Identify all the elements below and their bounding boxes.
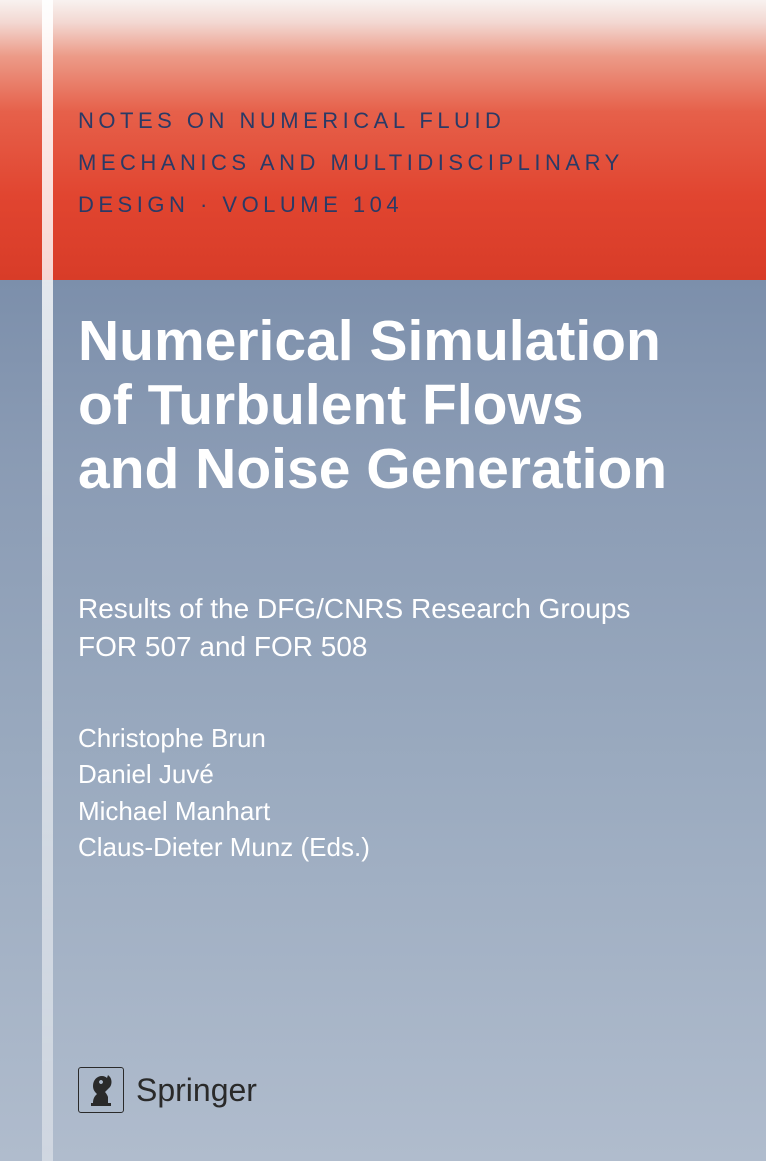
editor-4: Claus-Dieter Munz (Eds.) (78, 829, 370, 865)
series-label: NOTES ON NUMERICAL FLUID MECHANICS AND M… (78, 100, 716, 225)
vertical-stripe (42, 0, 53, 1161)
knight-svg (81, 1070, 121, 1110)
publisher-block: Springer (78, 1067, 257, 1113)
series-line-1: NOTES ON NUMERICAL FLUID (78, 100, 716, 142)
editors-list: Christophe Brun Daniel Juvé Michael Manh… (78, 720, 370, 866)
title-line-2: of Turbulent Flows (78, 374, 716, 438)
editor-2: Daniel Juvé (78, 756, 370, 792)
title-line-1: Numerical Simulation (78, 310, 716, 374)
chess-knight-icon (78, 1067, 124, 1113)
book-cover: NOTES ON NUMERICAL FLUID MECHANICS AND M… (0, 0, 766, 1161)
subtitle-line-1: Results of the DFG/CNRS Research Groups (78, 590, 706, 628)
book-title: Numerical Simulation of Turbulent Flows … (78, 310, 716, 501)
editor-3: Michael Manhart (78, 793, 370, 829)
title-line-3: and Noise Generation (78, 438, 716, 502)
book-subtitle: Results of the DFG/CNRS Research Groups … (78, 590, 706, 666)
series-line-3: DESIGN · VOLUME 104 (78, 184, 716, 226)
publisher-name: Springer (136, 1072, 257, 1109)
subtitle-line-2: FOR 507 and FOR 508 (78, 628, 706, 666)
series-line-2: MECHANICS AND MULTIDISCIPLINARY (78, 142, 716, 184)
editor-1: Christophe Brun (78, 720, 370, 756)
